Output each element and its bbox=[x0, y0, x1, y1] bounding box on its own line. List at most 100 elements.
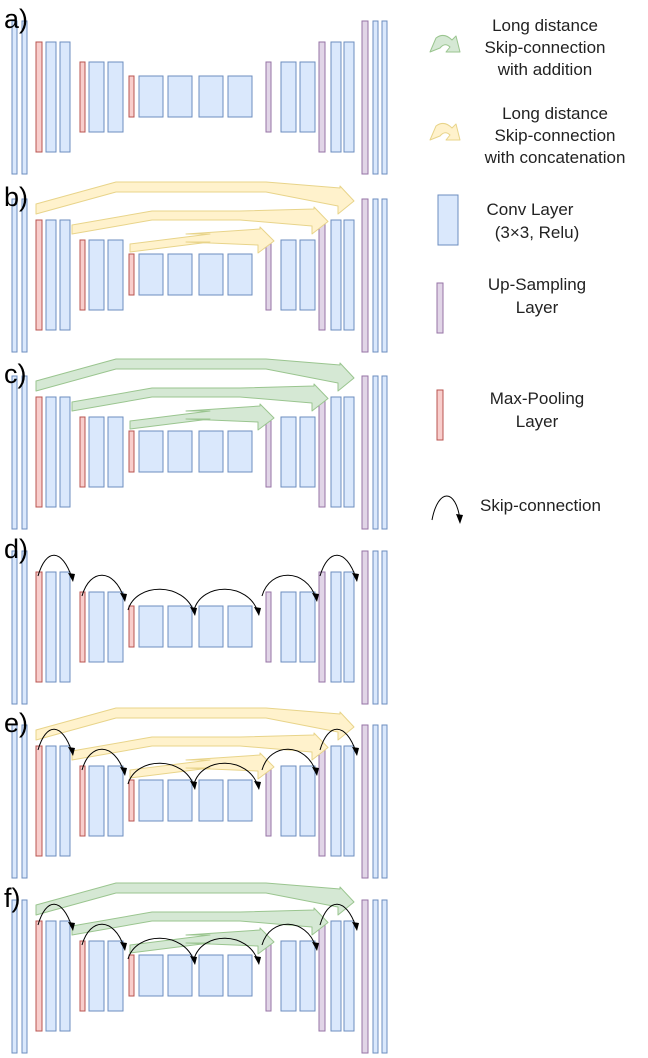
maxpool-layer bbox=[79, 416, 86, 488]
conv-layer bbox=[107, 765, 124, 837]
conv-layer bbox=[107, 591, 124, 663]
conv-layer bbox=[372, 20, 379, 175]
skip-arc-6 bbox=[319, 728, 357, 753]
panel-label: c) bbox=[4, 359, 27, 389]
conv-layer bbox=[138, 954, 164, 997]
conv-layer bbox=[227, 954, 253, 997]
maxpool-layer bbox=[79, 765, 86, 837]
conv-layer bbox=[198, 779, 224, 822]
maxpool-layer bbox=[128, 954, 135, 997]
panels: a) b) c) d) e) f) bbox=[4, 4, 388, 1054]
conv-layer bbox=[330, 920, 342, 1032]
upsampling-layer bbox=[318, 219, 326, 331]
legend-addition-line-2: Skip-connection bbox=[485, 38, 606, 57]
conv-layer bbox=[343, 571, 355, 683]
upsampling-layer bbox=[318, 571, 326, 683]
panel-4: d) bbox=[4, 534, 388, 705]
concatenation-skip-arrow-middle bbox=[71, 732, 329, 761]
conv-layer bbox=[138, 605, 164, 648]
maxpool-layer-swatch bbox=[436, 389, 444, 441]
conv-layer-swatch bbox=[437, 194, 459, 246]
conv-layer bbox=[372, 198, 379, 353]
upsampling-layer bbox=[318, 41, 326, 153]
conv-layer bbox=[381, 198, 388, 353]
conv-layer bbox=[21, 724, 28, 879]
conv-layer bbox=[88, 765, 105, 837]
conv-layer bbox=[372, 724, 379, 879]
maxpool-layer bbox=[128, 430, 135, 473]
conv-layer bbox=[138, 75, 164, 118]
addition-arrow-icon bbox=[429, 34, 461, 53]
conv-layer bbox=[167, 75, 193, 118]
conv-layer bbox=[11, 198, 18, 353]
concatenation-skip-arrow-outer bbox=[35, 181, 355, 215]
maxpool-layer bbox=[79, 591, 86, 663]
conv-layer bbox=[59, 41, 71, 153]
panel-3: c) bbox=[4, 358, 388, 530]
conv-layer bbox=[11, 550, 18, 705]
conv-layer bbox=[59, 745, 71, 857]
legend-addition-line-3: with addition bbox=[497, 60, 593, 79]
conv-layer bbox=[299, 239, 316, 311]
conv-layer bbox=[167, 779, 193, 822]
upsampling-layer bbox=[361, 375, 369, 530]
conv-layer bbox=[227, 430, 253, 473]
conv-layer bbox=[381, 724, 388, 879]
skip-arc-6 bbox=[319, 554, 357, 579]
skip-arc-6 bbox=[319, 903, 357, 928]
maxpool-layer bbox=[35, 745, 43, 857]
conv-layer bbox=[198, 430, 224, 473]
upsampling-layer bbox=[361, 899, 369, 1054]
upsampling-layer bbox=[265, 416, 272, 488]
legend-skip-line-1: Skip-connection bbox=[480, 496, 601, 515]
upsampling-layer bbox=[265, 940, 272, 1012]
conv-layer bbox=[88, 416, 105, 488]
maxpool-layer bbox=[79, 940, 86, 1012]
conv-layer bbox=[343, 219, 355, 331]
conv-layer bbox=[59, 571, 71, 683]
legend: Long distance Skip-connection with addit… bbox=[429, 16, 626, 524]
legend-concatenation-line-3: with concatenation bbox=[484, 148, 626, 167]
conv-layer bbox=[330, 219, 342, 331]
conv-layer bbox=[167, 430, 193, 473]
panel-5: e) bbox=[4, 707, 388, 879]
conv-layer bbox=[280, 416, 297, 488]
skip-arc-1 bbox=[37, 728, 73, 753]
skip-arc-3-head-icon bbox=[190, 956, 197, 965]
skip-arc-5 bbox=[261, 923, 317, 948]
upsampling-layer bbox=[361, 724, 369, 879]
conv-layer bbox=[21, 20, 28, 175]
conv-layer bbox=[227, 75, 253, 118]
conv-layer bbox=[107, 61, 124, 133]
upsampling-layer bbox=[265, 765, 272, 837]
skip-arc-3-head-icon bbox=[190, 607, 197, 616]
addition-skip-arrow-outer bbox=[35, 358, 355, 392]
conv-layer bbox=[198, 75, 224, 118]
skip-arc-2-head-icon bbox=[120, 593, 127, 602]
conv-layer bbox=[343, 920, 355, 1032]
upsampling-layer bbox=[265, 61, 272, 133]
addition-skip-arrow-inner bbox=[129, 403, 275, 431]
skip-arc-1-head-icon bbox=[68, 573, 75, 582]
conv-layer bbox=[21, 550, 28, 705]
conv-layer bbox=[167, 253, 193, 296]
conv-layer bbox=[198, 605, 224, 648]
conv-layer bbox=[280, 940, 297, 1012]
panel-label: b) bbox=[4, 182, 28, 212]
conv-layer bbox=[107, 416, 124, 488]
conv-layer bbox=[138, 253, 164, 296]
panel-1: a) bbox=[4, 4, 388, 175]
upsampling-layer bbox=[318, 396, 326, 508]
conv-layer bbox=[45, 396, 57, 508]
upsampling-layer bbox=[361, 550, 369, 705]
skip-arc-4 bbox=[193, 937, 259, 962]
skip-arc-6-head-icon bbox=[352, 573, 359, 582]
maxpool-layer bbox=[128, 253, 135, 296]
skip-arc-3 bbox=[127, 762, 195, 787]
skip-arc-5-head-icon bbox=[312, 593, 319, 602]
conv-layer bbox=[343, 41, 355, 153]
conv-layer bbox=[59, 219, 71, 331]
conv-layer bbox=[372, 550, 379, 705]
conv-layer bbox=[343, 745, 355, 857]
